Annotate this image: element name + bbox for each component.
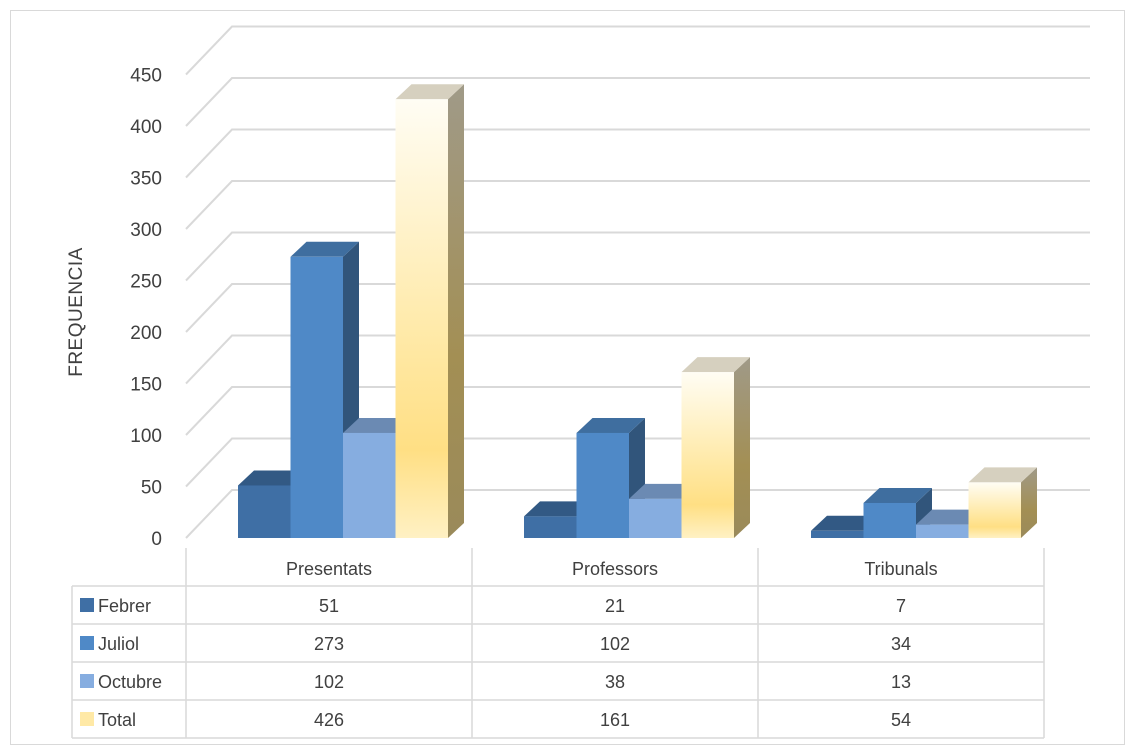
legend-label: Octubre — [98, 672, 162, 692]
gridline — [185, 334, 1090, 385]
gridline — [185, 128, 1090, 179]
table-cell: 13 — [891, 672, 911, 692]
y-axis-title: FREQUENCIA — [66, 247, 87, 377]
category-label: Professors — [572, 559, 658, 579]
table-cell: 54 — [891, 710, 911, 730]
table-cell: 426 — [314, 710, 344, 730]
bar-juliol-tribunals — [863, 487, 932, 538]
y-tick-label: 150 — [130, 375, 162, 396]
table-cell: 21 — [605, 596, 625, 616]
table-cell: 102 — [600, 634, 630, 654]
table-cell: 7 — [896, 596, 906, 616]
gridline — [185, 437, 1090, 488]
table-cell: 161 — [600, 710, 630, 730]
y-tick-label: 300 — [130, 220, 162, 241]
bars — [238, 84, 1037, 538]
y-tick-label: 100 — [130, 426, 162, 447]
legend-label: Juliol — [98, 634, 139, 654]
y-tick-label: 50 — [141, 478, 162, 499]
y-tick-label: 250 — [130, 272, 162, 293]
legend-label: Total — [98, 710, 136, 730]
y-tick-label: 450 — [130, 66, 162, 87]
legend-label: Febrer — [98, 596, 151, 616]
bar-total-tribunals — [968, 467, 1037, 538]
gridline — [185, 77, 1090, 127]
chart-frame — [10, 10, 1125, 745]
gridline — [185, 283, 1090, 333]
table-cell: 34 — [891, 634, 911, 654]
gridline — [185, 25, 1090, 76]
table-cell: 102 — [314, 672, 344, 692]
data-table: Presentats Professors Tribunals Febrer 51 21 7… — [71, 548, 1045, 739]
legend-key-juliol — [80, 636, 94, 650]
gridline — [185, 489, 1090, 539]
y-axis-ticks: 0 50 100 150 200 250 300 350 400 450 — [130, 66, 162, 551]
gridline — [185, 180, 1090, 230]
category-label: Presentats — [286, 559, 372, 579]
gridline — [185, 231, 1090, 282]
y-tick-label: 200 — [130, 323, 162, 344]
gridlines — [185, 25, 1090, 539]
gridline — [185, 386, 1090, 436]
y-tick-label: 350 — [130, 169, 162, 190]
bar-octubre-professors — [629, 483, 698, 538]
y-tick-label: 400 — [130, 117, 162, 138]
category-label: Tribunals — [864, 559, 937, 579]
bar-total-presentats — [395, 84, 464, 538]
table-cell: 51 — [319, 596, 339, 616]
table-cell: 38 — [605, 672, 625, 692]
legend-key-total — [80, 712, 94, 726]
table-cell: 273 — [314, 634, 344, 654]
bar-total-professors — [681, 357, 750, 538]
legend-key-octubre — [80, 674, 94, 688]
legend-key-febrer — [80, 598, 94, 612]
y-tick-label: 0 — [151, 529, 162, 550]
